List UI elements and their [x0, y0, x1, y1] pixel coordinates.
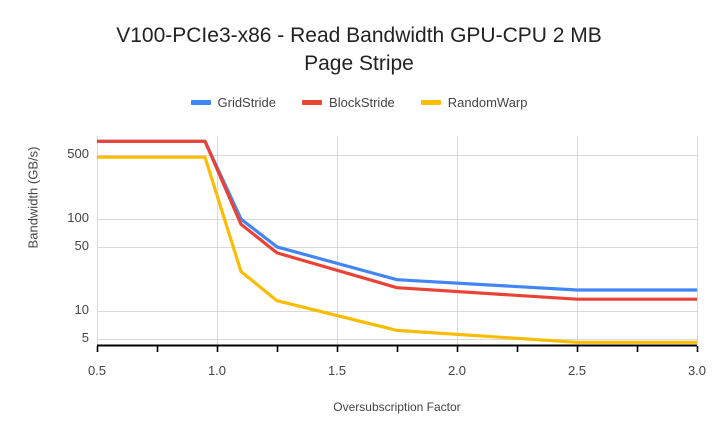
axis-ticks — [96, 346, 699, 352]
x-tick-label: 0.5 — [87, 363, 107, 378]
x-tick-label: 3.0 — [687, 363, 707, 378]
legend-swatch-gridstride — [190, 100, 211, 105]
x-tick-label: 2.5 — [567, 363, 587, 378]
chart-title: V100-PCIe3-x86 - Read Bandwidth GPU-CPU … — [60, 22, 658, 78]
chart-legend: GridStride BlockStride RandomWarp — [0, 95, 718, 110]
y-tick-label: 100 — [67, 210, 89, 226]
x-tick-label: 1.0 — [207, 363, 227, 378]
series-lines — [97, 139, 697, 344]
legend-item-gridstride[interactable]: GridStride — [190, 95, 277, 110]
series-line-randomwarp — [97, 155, 697, 344]
series-line-gridstride — [97, 139, 697, 292]
legend-label-blockstride: BlockStride — [329, 95, 395, 110]
gridlines — [97, 136, 698, 345]
y-tick-label: 500 — [67, 145, 89, 161]
x-tick-label: 1.5 — [327, 363, 347, 378]
legend-swatch-randomwarp — [420, 100, 441, 105]
series-line-blockstride — [97, 139, 697, 301]
x-tick-label: 2.0 — [447, 363, 467, 378]
chart-title-line-1: V100-PCIe3-x86 - Read Bandwidth GPU-CPU … — [116, 24, 602, 47]
y-tick-label: 10 — [74, 302, 89, 318]
legend-item-blockstride[interactable]: BlockStride — [302, 95, 395, 110]
y-tick-label: 5 — [81, 329, 89, 345]
legend-item-randomwarp[interactable]: RandomWarp — [420, 95, 528, 110]
x-axis-title: Oversubscription Factor — [333, 400, 461, 414]
legend-label-gridstride: GridStride — [217, 95, 277, 110]
legend-swatch-blockstride — [302, 100, 323, 105]
chart-title-line-2: Page Stripe — [304, 52, 414, 75]
y-tick-label: 50 — [74, 237, 89, 253]
legend-label-randomwarp: RandomWarp — [447, 95, 528, 110]
